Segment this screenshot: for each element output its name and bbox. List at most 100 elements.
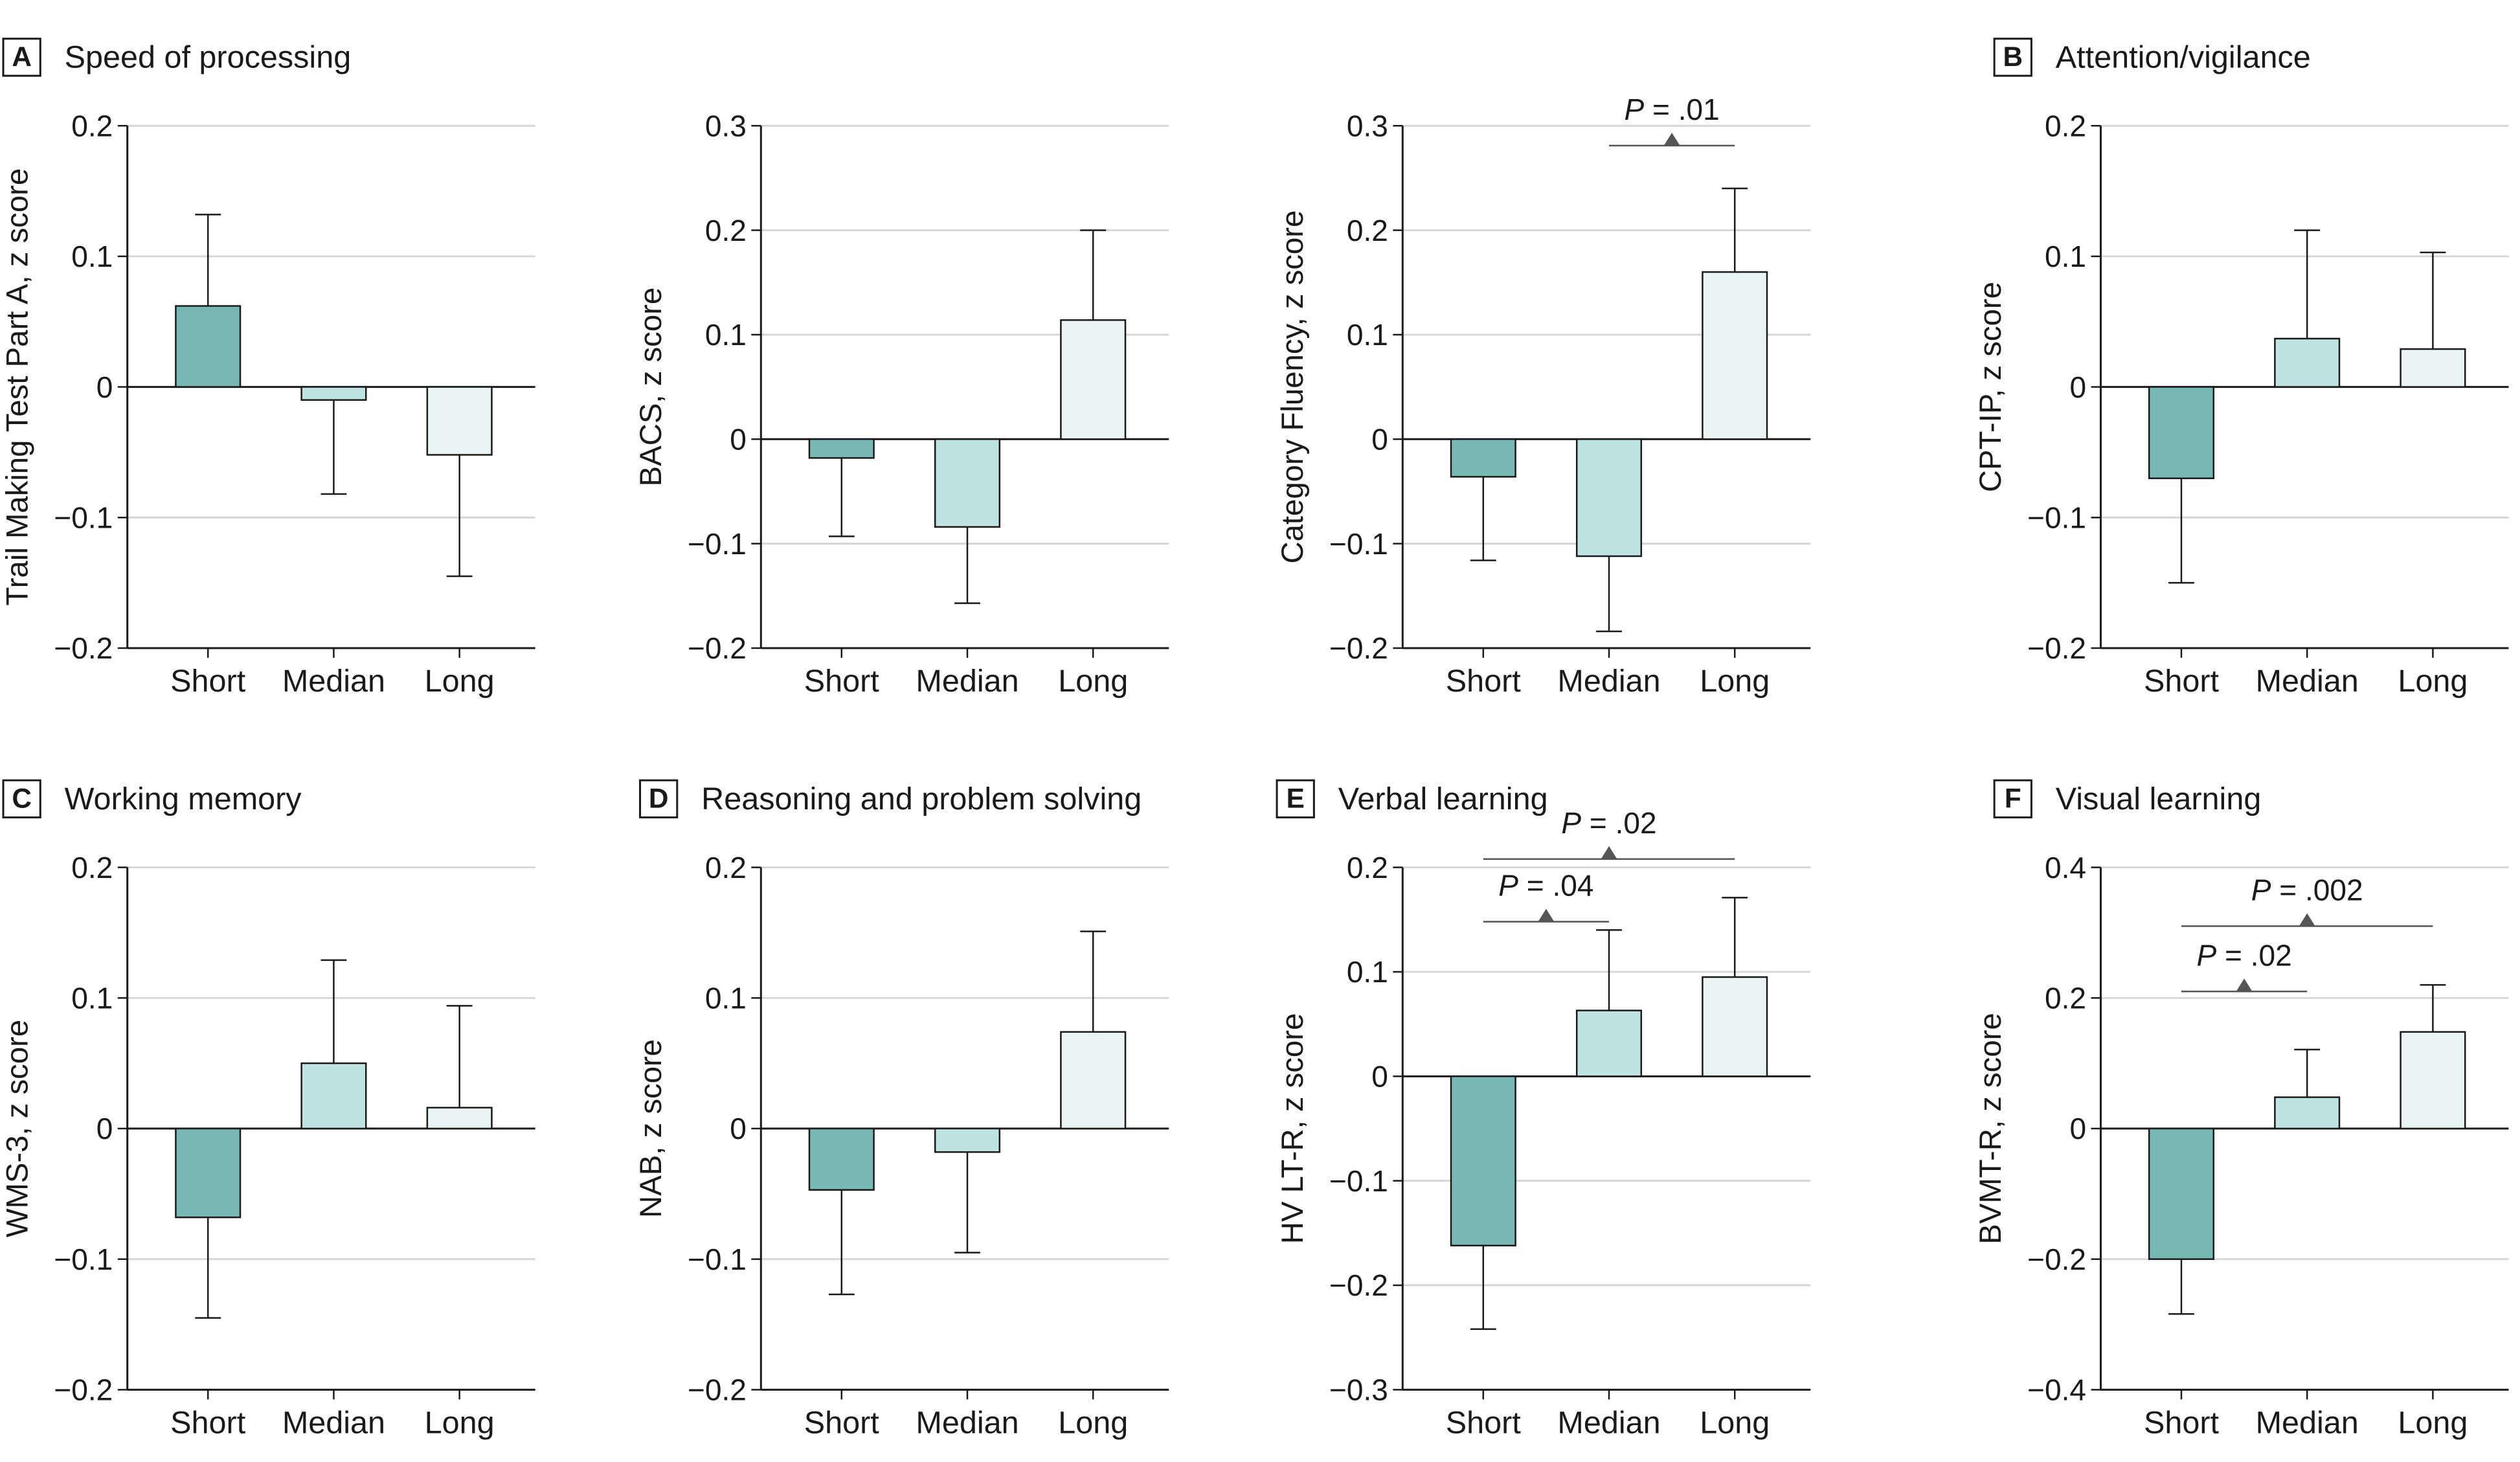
x-tick-label: Long <box>2398 1406 2468 1441</box>
y-tick-label: 0.1 <box>1347 955 1388 989</box>
y-axis-label: NAB, z score <box>634 1039 668 1218</box>
x-tick-label: Short <box>1446 1406 1522 1441</box>
p-value: = .02 <box>1581 806 1657 840</box>
x-tick-label: Short <box>170 664 246 699</box>
p-label: P <box>1625 93 1645 126</box>
y-axis-label: BACS, z score <box>634 287 668 487</box>
x-tick-label: Median <box>282 1406 385 1441</box>
section-letter-box <box>1993 38 2032 77</box>
x-tick-label: Short <box>2144 1406 2220 1441</box>
section-title: Reasoning and problem solving <box>701 782 1142 816</box>
bar-long <box>1060 319 1127 440</box>
bar-median <box>934 1127 1001 1153</box>
p-label: P <box>1561 806 1581 840</box>
bar-short <box>808 438 875 459</box>
y-tick-label: 0.2 <box>1347 851 1388 884</box>
section-letter: F <box>2005 783 2021 813</box>
bar-long <box>1702 976 1768 1077</box>
y-tick-label: −0.2 <box>2027 631 2086 665</box>
y-tick-label: −0.4 <box>2027 1373 2086 1407</box>
p-label: P <box>2196 938 2216 972</box>
y-tick-label: −0.1 <box>2027 500 2086 534</box>
x-tick-label: Short <box>804 1406 880 1441</box>
y-tick-label: −0.2 <box>688 631 747 665</box>
p-value: = .02 <box>2216 938 2292 972</box>
bar-short <box>2148 386 2215 480</box>
y-tick-label: 0.1 <box>1347 318 1388 352</box>
significance-bracket: P = .02 <box>1483 806 1735 860</box>
y-tick-label: 0 <box>1371 422 1388 456</box>
y-tick-label: −0.1 <box>54 1243 113 1276</box>
y-tick-label: −0.2 <box>1329 1268 1388 1302</box>
y-tick-label: 0.1 <box>705 318 747 352</box>
p-value-label: P = .04 <box>1498 869 1593 903</box>
bar-short <box>2148 1127 2215 1260</box>
p-label: P <box>2251 873 2271 907</box>
y-tick-label: −0.2 <box>54 1373 113 1407</box>
section-letter-box <box>1276 779 1315 818</box>
chart-panel-2: −0.2 −0.1 0 0.1 0.2 0.3 BACS, z score Short Medi… <box>634 109 1169 699</box>
p-value-label: P = .002 <box>2251 873 2363 907</box>
bar-median <box>300 1062 367 1130</box>
significance-bracket: P = .02 <box>2181 938 2308 993</box>
y-tick-label: −0.1 <box>1329 527 1388 561</box>
chart-panel-5: C Working memory −0.2 −0.1 0 0.1 0.2 WMS-3, z s… <box>0 779 535 1441</box>
y-tick-label: −0.1 <box>688 527 747 561</box>
x-tick-label: Median <box>1557 664 1660 699</box>
x-tick-label: Long <box>1058 664 1128 699</box>
y-tick-label: −0.2 <box>688 1373 747 1407</box>
bracket-marker <box>2236 978 2253 992</box>
chart-panel-7: E Verbal learning −0.3 −0.2 −0.1 0 0.1 0.2 HV LT… <box>1276 779 1811 1441</box>
chart-panel-3: −0.2 −0.1 0 0.1 0.2 0.3 Category Fluency, z sc… <box>1276 93 1811 699</box>
p-value-label: P = .02 <box>2196 938 2291 972</box>
y-axis-label: BVMT-R, z score <box>1974 1013 2008 1244</box>
section-title: Working memory <box>65 782 302 816</box>
x-tick-label: Median <box>916 664 1018 699</box>
section-letter: E <box>1287 783 1305 813</box>
bracket-marker <box>1601 846 1617 859</box>
chart-panel-8: F Visual learning −0.4 −0.2 0 0.2 0.4 BVMT-R, z… <box>1974 779 2509 1441</box>
bar-short <box>808 1127 875 1191</box>
section-title: Attention/vigilance <box>2056 40 2311 75</box>
y-tick-label: 0.3 <box>705 109 747 142</box>
significance-bracket: P = .01 <box>1609 93 1735 147</box>
y-tick-label: 0 <box>2069 370 2086 404</box>
y-tick-label: 0.2 <box>71 851 113 884</box>
y-tick-label: −0.1 <box>1329 1164 1388 1198</box>
bar-short <box>1450 438 1516 478</box>
section-letter: C <box>12 783 32 813</box>
y-tick-label: 0 <box>96 1112 113 1145</box>
y-axis-label: Trail Making Test Part A, z score <box>0 168 34 606</box>
p-value: = .04 <box>1518 869 1594 903</box>
y-tick-label: 0 <box>730 422 747 456</box>
bar-median <box>934 438 1001 528</box>
y-tick-label: −0.1 <box>688 1243 747 1276</box>
y-tick-label: 0.1 <box>71 240 113 273</box>
chart-panel-1: A Speed of processing −0.2 −0.1 0 0.1 0.2 Trail… <box>0 38 535 699</box>
y-tick-label: −0.3 <box>1329 1373 1388 1407</box>
y-tick-label: 0.2 <box>2045 981 2086 1015</box>
y-tick-label: 0.1 <box>705 981 747 1015</box>
x-tick-label: Long <box>1700 664 1770 699</box>
p-value-label: P = .01 <box>1625 93 1720 126</box>
x-tick-label: Median <box>2256 1406 2359 1441</box>
p-value-label: P = .02 <box>1561 806 1656 840</box>
bar-median <box>2274 1096 2341 1130</box>
p-value: = .002 <box>2271 873 2363 907</box>
bar-median <box>1575 1009 1643 1077</box>
bar-long <box>426 1107 493 1130</box>
x-tick-label: Short <box>804 664 880 699</box>
x-tick-label: Median <box>916 1406 1018 1441</box>
chart-panel-4: B Attention/vigilance −0.2 −0.1 0 0.1 0.2 CPT-I… <box>1974 38 2509 699</box>
section-letter: B <box>2003 41 2023 72</box>
bracket-marker <box>2299 913 2315 927</box>
bar-median <box>300 386 367 401</box>
section-letter-box <box>639 779 679 818</box>
y-tick-label: 0 <box>96 370 113 404</box>
section-letter: A <box>12 41 32 72</box>
x-tick-label: Median <box>1557 1406 1660 1441</box>
bracket-marker <box>1538 908 1555 922</box>
bracket-marker <box>1663 132 1680 146</box>
y-axis-label: Category Fluency, z score <box>1276 210 1310 564</box>
y-tick-label: 0.2 <box>71 109 113 142</box>
